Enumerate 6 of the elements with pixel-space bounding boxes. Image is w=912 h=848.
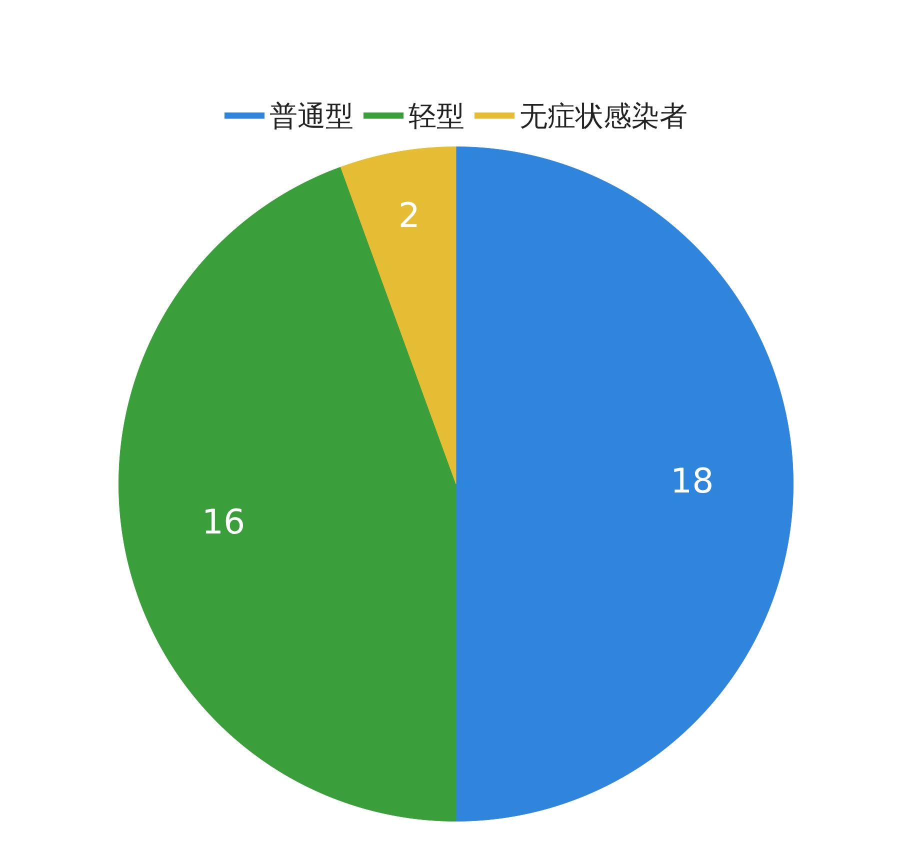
data-label: 16 [202, 502, 246, 542]
legend-label: 轻型 [408, 100, 464, 133]
data-label: 18 [670, 462, 714, 502]
legend-label: 无症状感染者 [520, 100, 688, 133]
data-label: 2 [398, 196, 420, 236]
legend-label: 普通型 [270, 100, 354, 133]
